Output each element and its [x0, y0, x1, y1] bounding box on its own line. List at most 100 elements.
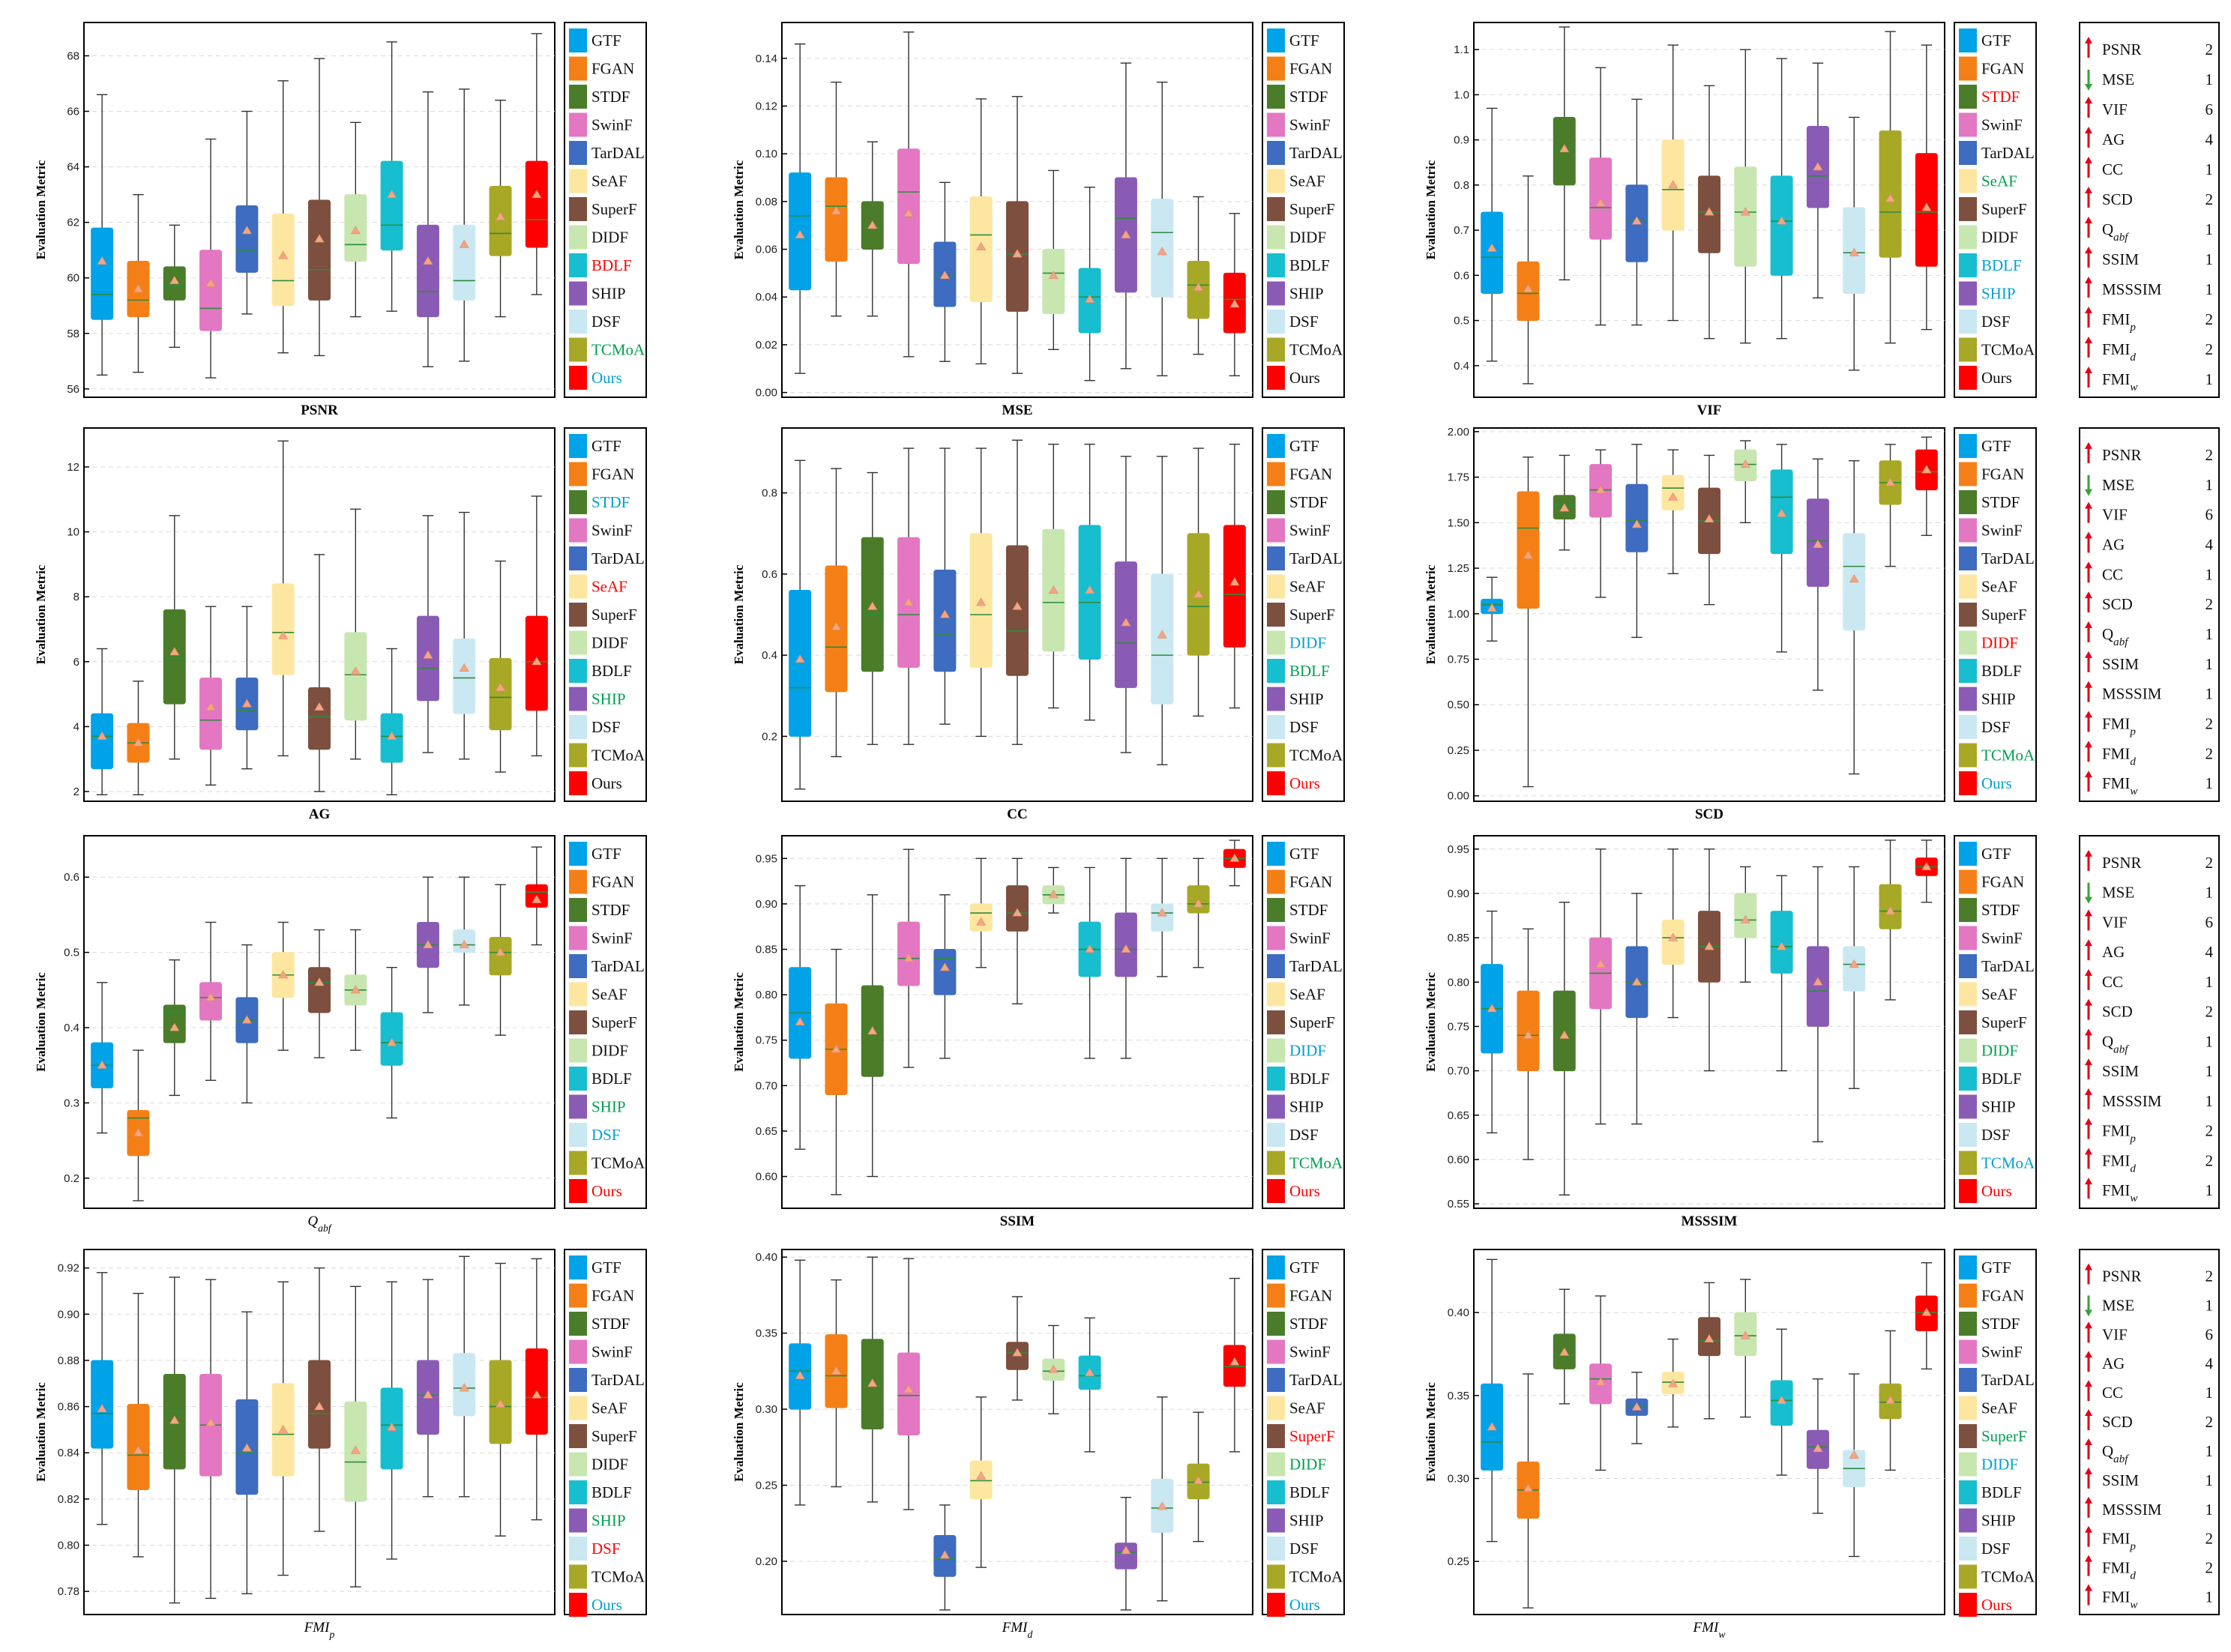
legend-swatch	[569, 197, 587, 221]
box-dsf	[1843, 1373, 1866, 1558]
legend-label-tcmoa: TCMoA	[1981, 747, 2035, 765]
x-axis-title: PSNR	[301, 403, 338, 418]
mean-marker	[939, 962, 950, 971]
box-iqr	[489, 657, 512, 731]
down-arrowhead-icon	[2085, 489, 2092, 496]
legend-label-ours: Ours	[1289, 1596, 1320, 1614]
legend-label-ours: Ours	[1981, 369, 2012, 387]
mean-marker	[205, 1417, 216, 1426]
legend-label-ours: Ours	[1981, 1182, 2012, 1200]
chart-q-abf: 0.2 0.3 0.4 0.5 0.6 Evaluation Metric Qabf GTF F…	[34, 835, 647, 1234]
legend-label-superf: SuperF	[1289, 200, 1335, 218]
mean-marker	[1921, 202, 1932, 211]
legend-label-superf: SuperF	[591, 606, 637, 624]
legend-swatch	[1267, 141, 1285, 165]
legend-swatch	[569, 869, 587, 894]
mean-marker	[831, 1366, 841, 1375]
x-axis-title: VIF	[1697, 403, 1722, 418]
mean-marker	[903, 208, 914, 217]
box-ship	[416, 515, 439, 753]
mean-marker	[1012, 249, 1023, 258]
y-tick-label: 0.00	[756, 387, 777, 400]
up-arrowhead-icon	[2085, 1178, 2092, 1185]
mean-marker	[1157, 247, 1167, 256]
y-tick-label: 62	[67, 217, 79, 229]
box-iqr	[1223, 1345, 1246, 1387]
box-fgan	[127, 1049, 150, 1202]
mean-marker	[423, 1390, 433, 1399]
legend-swatch	[1267, 1508, 1285, 1533]
up-arrowhead-icon	[2085, 939, 2092, 947]
up-arrowhead-icon	[2085, 97, 2092, 103]
y-tick-label: 0.12	[756, 100, 777, 112]
rank-metric-vif: VIF	[2102, 913, 2128, 931]
mean-marker	[976, 917, 987, 926]
legend-swatch	[1959, 869, 1977, 894]
rank-score: 1	[2206, 1062, 2214, 1080]
legend-label-seaf: SeAF	[1981, 172, 2017, 190]
rank-metric-ag: AG	[2102, 535, 2125, 553]
legend-swatch	[569, 715, 587, 739]
legend-label-tardal: TarDAL	[1981, 1371, 2035, 1389]
legend-swatch	[1267, 1067, 1285, 1091]
y-tick-label: 0.78	[58, 1585, 79, 1598]
mean-marker	[1595, 959, 1606, 968]
legend-swatch	[1267, 1151, 1285, 1175]
box-swinf	[199, 606, 223, 786]
mean-marker	[459, 1383, 469, 1392]
y-tick-label: 0.7	[1454, 224, 1469, 237]
legend-label-tcmoa: TCMoA	[1289, 341, 1343, 359]
x-axis-title: Qabf	[307, 1214, 332, 1234]
legend-swatch	[1267, 197, 1285, 221]
box-fgan	[127, 1292, 150, 1558]
box-tcmoa	[489, 884, 512, 1036]
legend-swatch	[1959, 1339, 1977, 1364]
y-tick-label: 58	[67, 328, 79, 340]
mean-marker	[903, 953, 914, 962]
y-tick-label: 1.75	[1448, 471, 1469, 484]
box-didf	[344, 508, 367, 760]
box-ours	[525, 495, 548, 757]
mean-marker	[133, 283, 143, 293]
up-arrowhead-icon	[2085, 651, 2092, 658]
legend-swatch	[1267, 630, 1285, 655]
box-seaf	[271, 1281, 295, 1576]
up-arrowhead-icon	[2085, 1584, 2092, 1591]
x-axis-title: FMIw	[1693, 1620, 1726, 1640]
y-tick-label: 0.4	[1454, 360, 1469, 373]
box-ship	[1114, 456, 1137, 753]
box-iqr	[489, 937, 512, 976]
box-gtf	[91, 648, 114, 796]
up-arrowhead-icon	[2085, 1148, 2092, 1155]
mean-marker	[97, 731, 107, 740]
mean-marker	[314, 1402, 325, 1411]
legend: GTF FGAN STDF SwinF TarDAL SeAF SuperF DIDF BDLF…	[1954, 835, 2037, 1209]
y-tick-label: 0.9	[1454, 134, 1469, 147]
mean-marker	[1523, 550, 1533, 559]
rank-score: 2	[2206, 310, 2214, 328]
legend-label-didf: DIDF	[1289, 229, 1326, 247]
y-tick-label: 0.75	[1448, 1020, 1469, 1033]
box-didf	[1734, 440, 1757, 524]
mean-marker	[1921, 861, 1932, 870]
up-arrowhead-icon	[2085, 909, 2092, 917]
box-bdlf	[1078, 1317, 1101, 1453]
box-ours	[525, 1258, 548, 1521]
rank-score: 1	[2206, 1032, 2214, 1050]
mean-marker	[1631, 1402, 1642, 1411]
mean-marker	[496, 947, 506, 956]
legend-label-fgan: FGAN	[591, 1287, 634, 1305]
legend-swatch	[569, 659, 587, 683]
legend-label-tardal: TarDAL	[591, 957, 645, 975]
legend-label-fgan: FGAN	[1289, 1287, 1332, 1305]
box-superf	[308, 929, 331, 1058]
box-ship	[1806, 866, 1829, 1142]
y-tick-label: 1.25	[1448, 562, 1469, 575]
rank-metric-scd: SCD	[2102, 595, 2133, 613]
box-iqr	[1151, 903, 1174, 932]
legend-swatch	[569, 954, 587, 978]
rank-legend-frame	[2079, 22, 2220, 398]
mean-marker	[1085, 1367, 1095, 1376]
mean-marker	[1193, 589, 1204, 598]
box-gtf	[789, 884, 812, 1150]
